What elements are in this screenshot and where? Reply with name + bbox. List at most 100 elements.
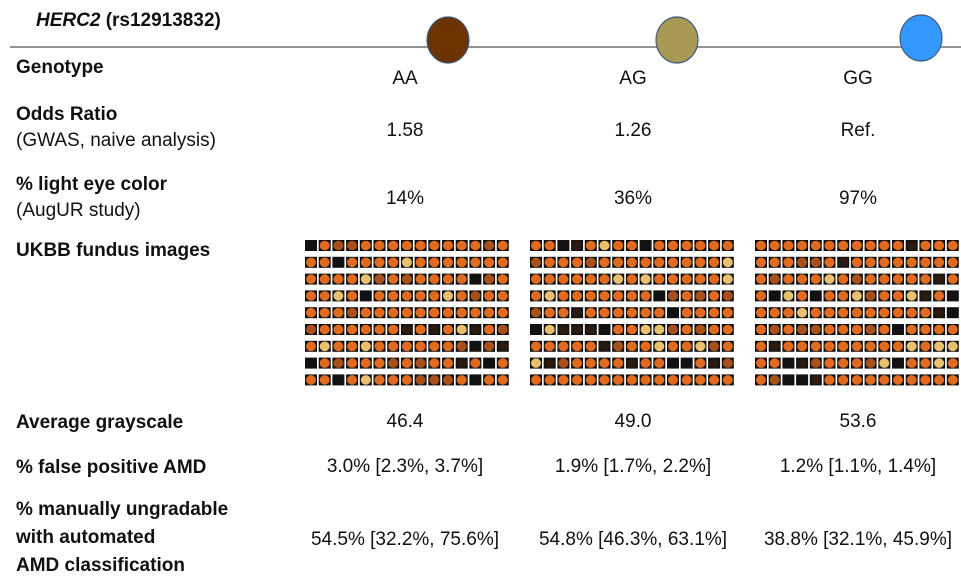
fundus-eye [360, 307, 371, 318]
fundus-eye [654, 358, 665, 368]
fundus-eye [429, 240, 440, 251]
fundus-eye [306, 257, 316, 268]
fundus-tile [598, 324, 611, 335]
fundus-eye [497, 240, 508, 251]
cell-value: 36% [613, 188, 653, 209]
fundus-eye [934, 274, 945, 284]
fundus-eye [851, 291, 862, 301]
fundus-eye [572, 240, 583, 251]
genotype-circle-aa [426, 16, 470, 64]
fundus-eye [484, 240, 495, 251]
fundus-eye [893, 291, 903, 301]
fundus-eye [783, 341, 794, 352]
fundus-eye [585, 274, 596, 284]
fundus-eye [865, 341, 876, 352]
fundus-tile [946, 307, 959, 319]
fundus-eye [722, 358, 733, 368]
fundus-eye [906, 257, 917, 268]
cell-value: 97% [838, 188, 878, 209]
fundus-eye [906, 291, 917, 301]
row-label: % light eye color [16, 174, 167, 195]
cell-value: 1.2% [1.1%, 1.4%] [779, 456, 937, 477]
fundus-eye [429, 358, 440, 368]
fundus-eye [497, 257, 508, 268]
fundus-eye [893, 274, 903, 284]
fundus-eye [531, 375, 541, 385]
fundus-eye [544, 257, 555, 268]
fundus-eye [920, 274, 931, 284]
fundus-eye [544, 358, 555, 368]
fundus-eye [920, 307, 931, 318]
fundus-eye [695, 257, 706, 268]
fundus-eye [443, 291, 453, 301]
fundus-eye [401, 341, 412, 352]
fundus-eye [769, 375, 780, 385]
fundus-eye [906, 358, 917, 368]
fundus-eye [558, 341, 569, 352]
fundus-eye [626, 307, 637, 318]
fundus-eye [722, 274, 733, 284]
fundus-eye [695, 291, 706, 301]
fundus-eye [769, 341, 780, 352]
fundus-eye [797, 324, 808, 335]
fundus-eye [572, 257, 583, 268]
fundus-eye [851, 240, 862, 251]
fundus-eye [333, 240, 344, 251]
fundus-eye [429, 375, 440, 385]
cell-value: AG [619, 68, 647, 89]
fundus-eye [388, 240, 399, 251]
cell-value: 1.9% [1.7%, 2.2%] [554, 456, 712, 477]
fundus-eye [626, 257, 637, 268]
fundus-eye [851, 274, 862, 284]
fundus-eye [456, 358, 467, 368]
fundus-eye [572, 341, 583, 352]
fundus-eye [810, 341, 821, 352]
fundus-tile [332, 256, 345, 268]
fundus-eye [333, 341, 344, 352]
fundus-eye [851, 341, 862, 352]
fundus-eye [654, 257, 665, 268]
fundus-eye [879, 307, 890, 318]
fundus-eye [934, 341, 945, 352]
fundus-eye [585, 358, 596, 368]
cell-value: AA [392, 68, 418, 89]
fundus-eye [709, 274, 720, 284]
fundus-eye [374, 324, 385, 335]
fundus-eye [443, 324, 453, 335]
fundus-eye [810, 358, 821, 368]
cell-value: 3.0% [2.3%, 3.7%] [326, 456, 484, 477]
fundus-eye [769, 240, 780, 251]
fundus-eye [709, 375, 720, 385]
fundus-tile [469, 273, 482, 285]
fundus-eye [920, 341, 931, 352]
fundus-eye [722, 341, 733, 352]
fundus-eye [654, 274, 665, 284]
fundus-eye [319, 291, 330, 301]
fundus-eye [443, 341, 453, 352]
fundus-eye [722, 324, 733, 335]
fundus-tile [469, 340, 482, 352]
fundus-eye [599, 341, 610, 352]
fundus-eye [709, 307, 720, 318]
fundus-eye [484, 291, 495, 301]
fundus-eye [797, 291, 808, 301]
fundus-eye [756, 375, 766, 385]
fundus-eye [374, 341, 385, 352]
fundus-eye [920, 324, 931, 335]
fundus-eye [681, 375, 692, 385]
fundus-eye [783, 240, 794, 251]
fundus-eye [654, 375, 665, 385]
fundus-eye [360, 375, 371, 385]
fundus-eye [709, 324, 720, 335]
fundus-eye [497, 324, 508, 335]
fundus-eye [470, 358, 481, 368]
fundus-eye [613, 291, 624, 301]
fundus-eye [797, 358, 808, 368]
fundus-eye [429, 291, 440, 301]
fundus-eye [360, 358, 371, 368]
cell-value: 1.58 [386, 120, 424, 141]
fundus-eye [722, 307, 733, 318]
fundus-eye [783, 307, 794, 318]
fundus-eye [613, 257, 624, 268]
fundus-tile [796, 374, 809, 386]
